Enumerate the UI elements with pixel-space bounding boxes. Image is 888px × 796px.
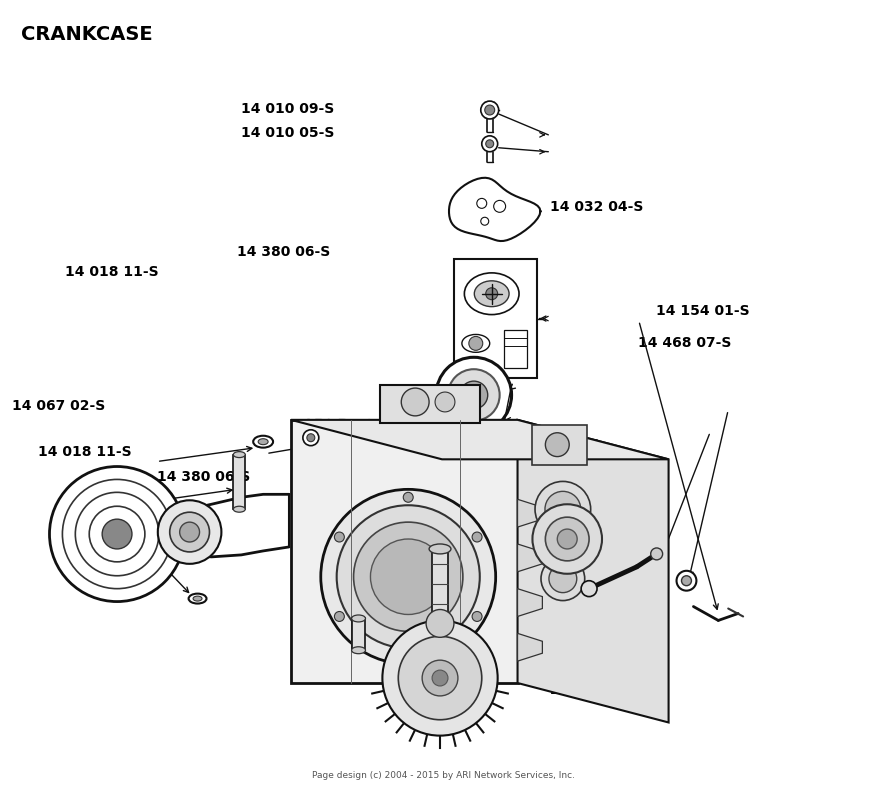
Circle shape bbox=[303, 430, 319, 446]
Text: 14 018 11-S: 14 018 11-S bbox=[65, 264, 158, 279]
Circle shape bbox=[651, 548, 662, 560]
Polygon shape bbox=[518, 419, 669, 723]
Ellipse shape bbox=[352, 615, 366, 622]
Circle shape bbox=[158, 500, 221, 564]
Bar bbox=[533, 425, 587, 465]
Polygon shape bbox=[518, 634, 543, 661]
Circle shape bbox=[469, 337, 483, 350]
Text: ARI Partsstream™: ARI Partsstream™ bbox=[301, 416, 464, 435]
Bar bbox=[454, 259, 537, 378]
Circle shape bbox=[422, 660, 458, 696]
Ellipse shape bbox=[258, 439, 268, 445]
Circle shape bbox=[545, 433, 569, 457]
Text: 25 086 159-S: 25 086 159-S bbox=[550, 684, 653, 697]
Text: CRANKCASE: CRANKCASE bbox=[20, 25, 152, 44]
Circle shape bbox=[472, 611, 482, 622]
Text: 14 154 01-S: 14 154 01-S bbox=[655, 304, 749, 318]
Ellipse shape bbox=[234, 451, 245, 458]
Circle shape bbox=[472, 532, 482, 542]
Ellipse shape bbox=[466, 361, 486, 371]
Circle shape bbox=[170, 512, 210, 552]
Circle shape bbox=[545, 491, 581, 527]
Circle shape bbox=[401, 388, 429, 416]
Circle shape bbox=[485, 105, 495, 115]
Circle shape bbox=[307, 434, 315, 442]
Bar bbox=[432, 549, 448, 623]
Bar bbox=[234, 455, 245, 509]
Circle shape bbox=[321, 490, 496, 664]
Ellipse shape bbox=[253, 435, 274, 447]
Ellipse shape bbox=[464, 273, 519, 314]
Circle shape bbox=[403, 651, 413, 661]
Circle shape bbox=[535, 482, 591, 537]
Ellipse shape bbox=[429, 544, 451, 554]
Circle shape bbox=[681, 576, 692, 586]
Circle shape bbox=[486, 288, 497, 299]
Circle shape bbox=[435, 392, 455, 412]
Circle shape bbox=[482, 136, 497, 152]
Circle shape bbox=[399, 636, 482, 720]
Ellipse shape bbox=[352, 647, 366, 654]
Bar bbox=[291, 419, 518, 683]
Text: 14 010 05-S: 14 010 05-S bbox=[241, 127, 335, 140]
Circle shape bbox=[50, 466, 185, 602]
Text: Page design (c) 2004 - 2015 by ARI Network Services, Inc.: Page design (c) 2004 - 2015 by ARI Netwo… bbox=[313, 771, 575, 780]
Text: 14 032 04-S: 14 032 04-S bbox=[550, 200, 643, 213]
Ellipse shape bbox=[474, 281, 509, 306]
Circle shape bbox=[480, 217, 488, 225]
Circle shape bbox=[541, 557, 584, 600]
Text: 14 380 06-S: 14 380 06-S bbox=[236, 244, 329, 259]
Ellipse shape bbox=[193, 596, 202, 601]
Circle shape bbox=[448, 369, 500, 421]
Polygon shape bbox=[518, 589, 543, 616]
Polygon shape bbox=[518, 499, 543, 527]
Bar bbox=[503, 330, 527, 369]
Text: 14 380 06-S: 14 380 06-S bbox=[157, 470, 250, 484]
Circle shape bbox=[102, 519, 132, 549]
Circle shape bbox=[581, 581, 597, 597]
Circle shape bbox=[486, 140, 494, 148]
Text: 14 010 09-S: 14 010 09-S bbox=[241, 103, 334, 116]
Circle shape bbox=[337, 505, 480, 648]
Polygon shape bbox=[291, 419, 669, 459]
Circle shape bbox=[677, 571, 696, 591]
Circle shape bbox=[545, 517, 589, 561]
Circle shape bbox=[403, 493, 413, 502]
Circle shape bbox=[383, 620, 497, 736]
Circle shape bbox=[549, 565, 577, 593]
Bar bbox=[380, 385, 480, 423]
Text: 14 067 02-S: 14 067 02-S bbox=[12, 399, 105, 413]
Circle shape bbox=[432, 670, 448, 686]
Text: 14 032 02-S: 14 032 02-S bbox=[506, 439, 599, 452]
Text: 14 468 07-S: 14 468 07-S bbox=[638, 336, 732, 349]
Circle shape bbox=[426, 610, 454, 638]
Text: 14 050 01-S: 14 050 01-S bbox=[541, 553, 634, 567]
Bar bbox=[352, 618, 366, 650]
Polygon shape bbox=[518, 544, 543, 572]
Circle shape bbox=[558, 529, 577, 549]
Circle shape bbox=[533, 504, 602, 574]
Ellipse shape bbox=[234, 506, 245, 512]
Circle shape bbox=[477, 198, 487, 209]
Circle shape bbox=[460, 381, 488, 409]
Ellipse shape bbox=[462, 334, 489, 353]
Circle shape bbox=[436, 357, 511, 433]
Circle shape bbox=[480, 101, 499, 119]
Circle shape bbox=[353, 522, 463, 631]
Text: 14 018 11-S: 14 018 11-S bbox=[38, 445, 131, 458]
Circle shape bbox=[335, 532, 345, 542]
Circle shape bbox=[370, 539, 446, 615]
Ellipse shape bbox=[188, 594, 207, 603]
Circle shape bbox=[494, 201, 505, 213]
Circle shape bbox=[335, 611, 345, 622]
Circle shape bbox=[179, 522, 200, 542]
